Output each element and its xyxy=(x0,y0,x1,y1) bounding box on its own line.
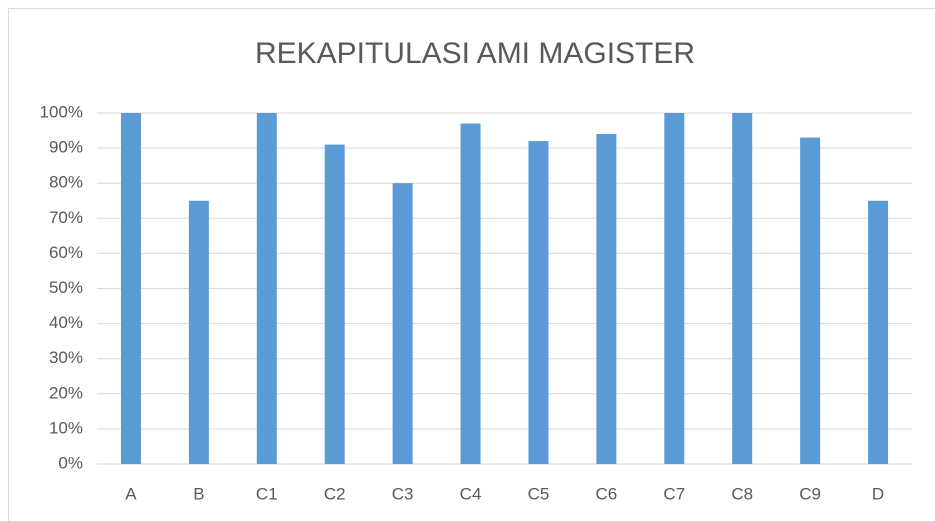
y-tick-label: 0% xyxy=(58,453,83,472)
bar xyxy=(188,200,209,464)
bar xyxy=(800,137,821,464)
bar xyxy=(256,113,277,464)
y-tick-label: 90% xyxy=(49,138,83,157)
y-tick-label: 60% xyxy=(49,243,83,262)
y-tick-label: 70% xyxy=(49,208,83,227)
y-tick-label: 80% xyxy=(49,173,83,192)
y-tick-label: 100% xyxy=(40,102,83,121)
x-tick-label: C2 xyxy=(324,484,346,503)
bar xyxy=(596,134,617,464)
x-tick-label: D xyxy=(872,484,884,503)
bar xyxy=(664,113,685,464)
bar xyxy=(528,141,549,464)
x-tick-label: C4 xyxy=(460,484,482,503)
x-tick-label: C6 xyxy=(596,484,618,503)
bar xyxy=(392,183,413,464)
bar xyxy=(120,113,141,464)
x-tick-label: A xyxy=(125,484,137,503)
bar xyxy=(460,123,481,464)
x-tick-label: C1 xyxy=(256,484,278,503)
chart-title: REKAPITULASI AMI MAGISTER xyxy=(255,37,695,70)
y-tick-label: 10% xyxy=(49,418,83,437)
x-tick-label: C8 xyxy=(731,484,753,503)
y-tick-label: 40% xyxy=(49,313,83,332)
bar xyxy=(324,144,345,464)
bar xyxy=(732,113,753,464)
x-tick-label: C7 xyxy=(663,484,685,503)
x-tick-label: C9 xyxy=(799,484,821,503)
y-tick-label: 20% xyxy=(49,383,83,402)
x-tick-label: C5 xyxy=(528,484,550,503)
chart-border xyxy=(8,8,935,521)
x-tick-label: C3 xyxy=(392,484,414,503)
x-tick-label: B xyxy=(193,484,204,503)
bar xyxy=(868,200,889,464)
y-tick-label: 30% xyxy=(49,348,83,367)
y-tick-label: 50% xyxy=(49,278,83,297)
